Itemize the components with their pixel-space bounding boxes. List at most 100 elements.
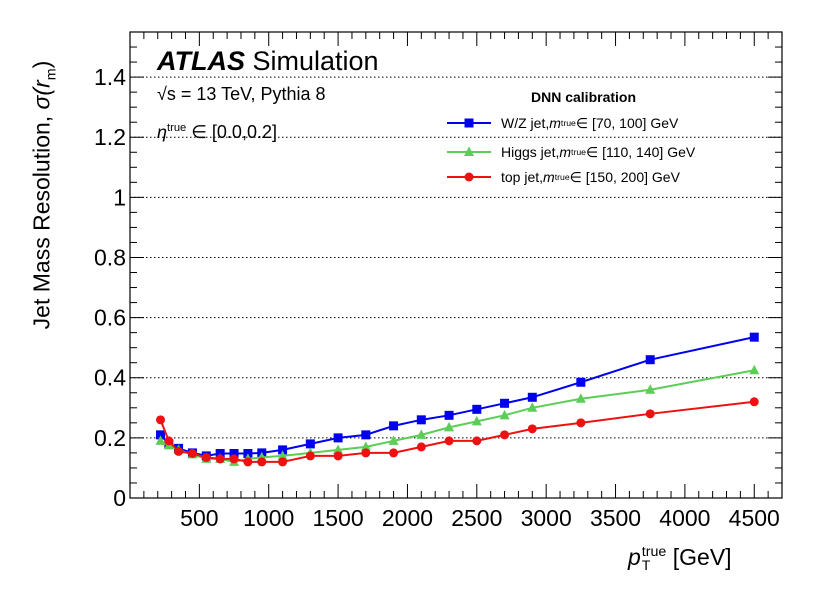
data-point <box>305 451 315 461</box>
data-point <box>187 449 197 459</box>
data-point <box>278 457 288 467</box>
legend-item-0: W/Z jet, m true ∈ [70, 100] GeV <box>445 113 678 133</box>
legend-symbol: m <box>543 169 555 185</box>
energy-text: = 13 TeV, Pythia 8 <box>175 84 326 104</box>
data-point <box>277 450 288 460</box>
atlas-logo: ATLAS <box>157 46 245 76</box>
data-point <box>388 435 399 445</box>
x-tick-label: 3500 <box>590 505 641 531</box>
data-point <box>215 454 225 464</box>
simulation-label: Simulation <box>245 46 379 76</box>
legend-sup: true <box>560 118 576 128</box>
data-point <box>749 364 760 375</box>
legend-marker <box>464 146 474 156</box>
series-layer <box>155 332 760 467</box>
data-point <box>749 332 759 342</box>
series-line-1 <box>160 369 755 463</box>
data-point <box>527 402 538 412</box>
data-point <box>360 441 371 451</box>
eta-label: ηtrue ∈ [0.0,0.2] <box>157 122 277 143</box>
y-tick-label: 1 <box>113 184 126 210</box>
y-axis-symbol: σ(r <box>28 80 55 110</box>
data-point <box>444 421 455 432</box>
x-axis-label: p true T [GeV] <box>628 544 732 573</box>
eta-symbol: η <box>157 122 167 142</box>
data-point <box>389 448 399 458</box>
x-tick-label: 4500 <box>729 505 780 531</box>
atlas-label: ATLAS Simulation <box>157 46 379 77</box>
y-tick-label: 0.8 <box>94 244 126 270</box>
data-point <box>575 393 586 403</box>
legend-item-2: top jet, m true ∈ [150, 200] GeV <box>445 167 680 187</box>
sqrt-s: √s <box>157 84 176 104</box>
data-point <box>243 457 253 467</box>
data-point <box>155 435 166 445</box>
y-tick-label: 1.4 <box>94 64 126 90</box>
data-point <box>229 454 239 464</box>
data-point <box>527 392 537 402</box>
data-point <box>361 448 371 458</box>
data-point <box>444 436 454 446</box>
axes: 0 0.2 0.4 0.6 0.8 1 1.2 1.4 500 1000 1500 2000 2500 3… <box>94 31 783 531</box>
data-point <box>389 421 399 431</box>
data-point <box>527 424 537 434</box>
x-tick-label: 4000 <box>659 505 710 531</box>
data-point <box>164 436 174 446</box>
data-point <box>500 430 510 440</box>
x-tick-label: 2000 <box>382 505 433 531</box>
legend-swatch-1 <box>447 146 491 156</box>
x-axis-symbol: p <box>628 544 641 570</box>
y-axis-text: Jet Mass Resolution, <box>28 109 55 330</box>
data-point <box>749 397 759 407</box>
y-tick-label: 0 <box>113 485 126 511</box>
y-tick-label: 0.2 <box>94 425 126 451</box>
plot-frame <box>129 31 783 499</box>
data-point <box>472 404 482 414</box>
legend-marker <box>464 118 474 128</box>
legend-range: ∈ [150, 200] GeV <box>569 168 680 185</box>
series-line-2 <box>159 400 755 463</box>
data-point <box>499 409 510 420</box>
data-point <box>500 398 510 408</box>
x-axis-sub: T <box>641 557 651 574</box>
series-2 <box>156 397 759 467</box>
legend-item-1: Higgs jet, m true ∈ [110, 140] GeV <box>445 142 695 162</box>
series-line-0 <box>159 336 755 457</box>
data-point <box>156 430 166 440</box>
data-point <box>174 446 184 456</box>
data-point <box>645 384 656 394</box>
legend-range: ∈ [110, 140] GeV <box>585 143 696 160</box>
eta-range: ∈ [0.0,0.2] <box>186 122 277 142</box>
data-point <box>645 409 655 419</box>
y-axis-label: Jet Mass Resolution, σ(rm) <box>29 61 60 330</box>
data-point <box>576 377 586 387</box>
legend-sup: true <box>554 172 570 182</box>
data-point <box>257 457 267 467</box>
x-tick-label: 1000 <box>243 505 294 531</box>
data-point <box>201 452 211 462</box>
y-axis-close: ) <box>28 60 55 69</box>
data-point <box>305 439 315 449</box>
x-axis-sup: true <box>641 543 667 560</box>
data-point <box>645 355 655 365</box>
data-point <box>229 449 239 459</box>
legend-swatch-2 <box>447 172 491 182</box>
data-point <box>444 410 454 420</box>
data-point <box>472 436 482 446</box>
data-point <box>471 415 482 426</box>
data-point <box>576 418 586 428</box>
data-point <box>333 433 343 443</box>
data-point <box>361 430 371 440</box>
data-point <box>278 445 288 455</box>
legend-symbol: m <box>549 115 561 131</box>
data-point <box>333 444 344 454</box>
data-point <box>333 451 343 461</box>
legend-name: Higgs jet, <box>501 144 560 160</box>
legend-swatch-0 <box>447 118 491 128</box>
data-point <box>416 415 426 425</box>
data-point <box>416 442 426 452</box>
y-axis-sub: m <box>43 68 60 81</box>
y-tick-label: 0.6 <box>94 305 126 331</box>
legend-symbol: m <box>559 144 572 160</box>
x-tick-label: 1500 <box>312 505 363 531</box>
